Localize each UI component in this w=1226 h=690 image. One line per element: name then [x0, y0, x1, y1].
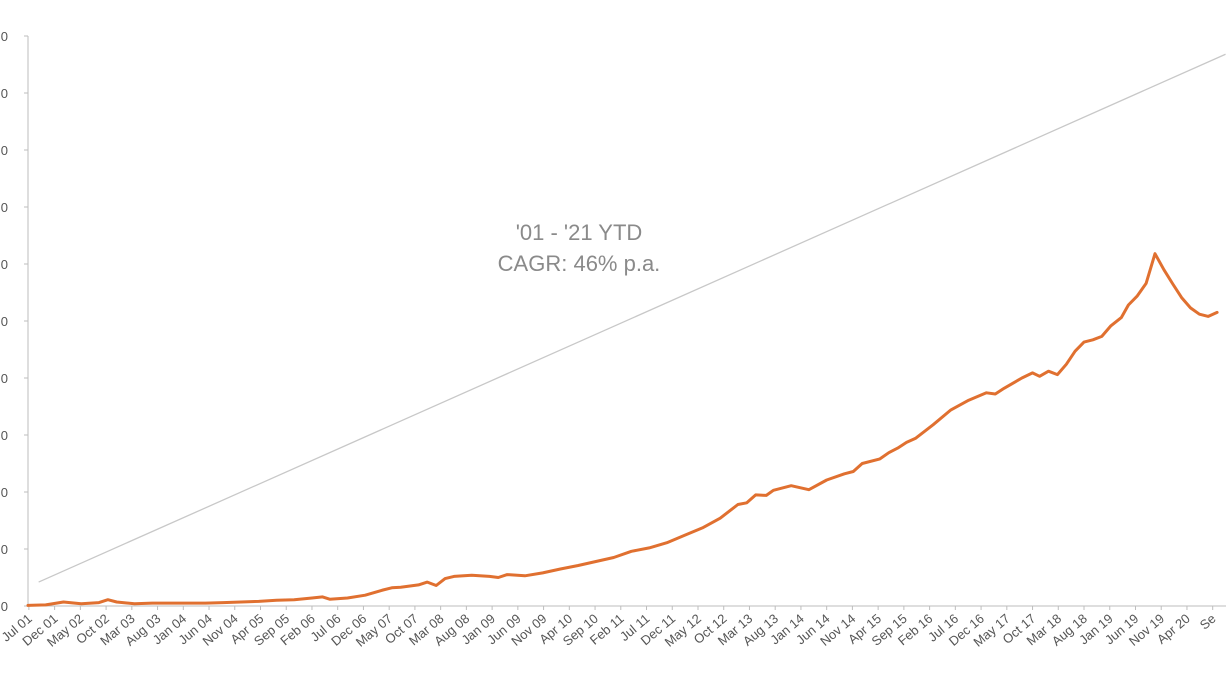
cagr-annotation-rate: CAGR: 46% p.a.	[498, 251, 661, 276]
y-tick-label: 0	[1, 599, 8, 614]
y-tick-label: 0	[1, 371, 8, 386]
y-tick-label: 0	[1, 485, 8, 500]
y-tick-label: 0	[1, 428, 8, 443]
y-tick-label: 0	[1, 542, 8, 557]
y-tick-label: 0	[1, 200, 8, 215]
cagr-annotation-period: '01 - '21 YTD	[516, 220, 643, 245]
x-tick-label: Se	[1197, 611, 1219, 633]
y-tick-label: 0	[1, 29, 8, 44]
series-line	[26, 252, 1219, 607]
y-tick-label: 0	[1, 257, 8, 272]
y-axis-ticks: 0 0 0 0 0 0 0 0 0 0 0	[1, 29, 28, 614]
cagr-trend-line	[38, 53, 1226, 583]
y-tick-label: 0	[1, 86, 8, 101]
y-tick-label: 0	[1, 143, 8, 158]
y-tick-label: 0	[1, 314, 8, 329]
